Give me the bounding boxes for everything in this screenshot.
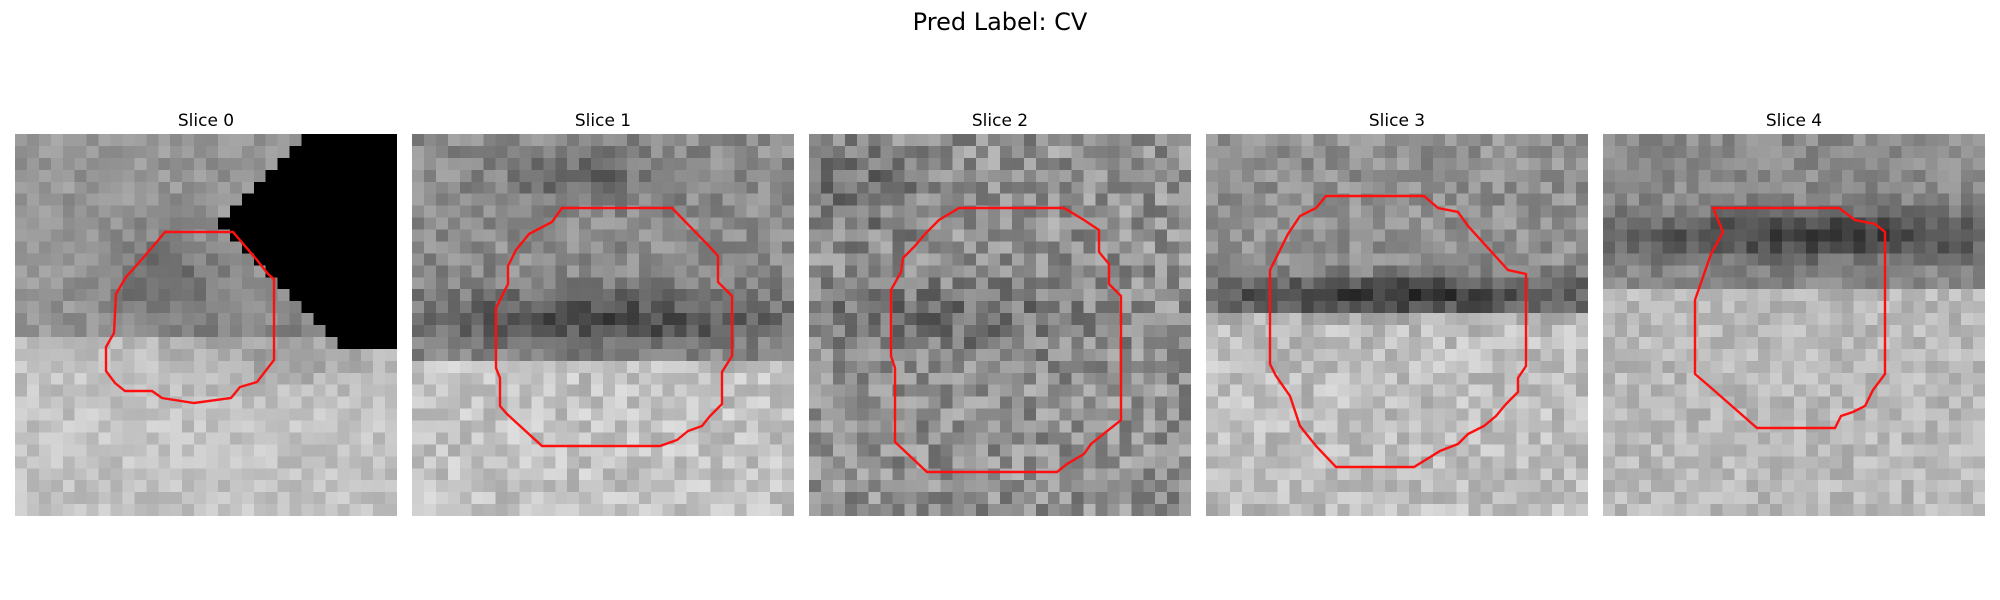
figure-title: Pred Label: CV <box>912 8 1088 36</box>
slice-panel-3: Slice 3 <box>1206 108 1588 516</box>
slice-image <box>15 134 397 516</box>
slice-image <box>412 134 794 516</box>
slice-panel-0: Slice 0 <box>15 108 397 516</box>
segmentation-contour <box>1268 194 1528 469</box>
slice-panel-2: Slice 2 <box>809 108 1191 516</box>
slice-title: Slice 3 <box>1368 111 1426 131</box>
segmentation-contour <box>494 206 734 448</box>
segmentation-contour <box>889 206 1123 474</box>
slice-image <box>809 134 1191 516</box>
slice-panel-1: Slice 1 <box>412 108 794 516</box>
slice-image <box>1603 134 1985 516</box>
slice-title: Slice 2 <box>971 111 1029 131</box>
slice-panel-4: Slice 4 <box>1603 108 1985 516</box>
slice-title: Slice 1 <box>574 111 632 131</box>
segmentation-contour <box>104 230 276 405</box>
slice-title: Slice 0 <box>177 111 235 131</box>
slice-title: Slice 4 <box>1765 111 1823 131</box>
segmentation-contour <box>1693 206 1887 430</box>
